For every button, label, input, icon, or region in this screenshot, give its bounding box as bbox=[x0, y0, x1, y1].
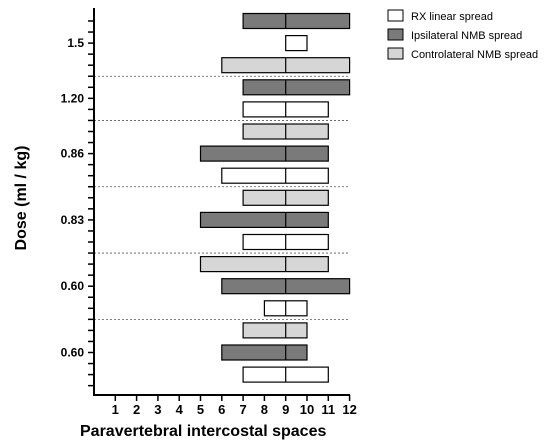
x-tick-label: 7 bbox=[239, 402, 246, 417]
legend: RX linear spread Ipsilateral NMB spread Co… bbox=[387, 9, 538, 61]
x-tick-label: 8 bbox=[261, 402, 268, 417]
y-tick-label: 0.60 bbox=[61, 279, 85, 293]
legend-swatch bbox=[387, 47, 404, 60]
range-bar bbox=[242, 12, 351, 30]
x-axis-title: Paravertebral intercostal spaces bbox=[80, 423, 326, 440]
x-ticks: 1 2 3 4 5 6 7 8 9 10 11 12 bbox=[112, 395, 357, 417]
range-bar bbox=[285, 34, 308, 52]
x-tick-label: 2 bbox=[133, 402, 140, 417]
legend-label: RX linear spread bbox=[411, 11, 493, 23]
x-tick-label: 1 bbox=[112, 402, 119, 417]
x-tick-label: 3 bbox=[154, 402, 161, 417]
legend-swatch bbox=[387, 9, 404, 22]
x-tick-label: 5 bbox=[197, 402, 204, 417]
legend-label: Controlateral NMB spread bbox=[411, 49, 538, 61]
y-tick-label: 0.60 bbox=[61, 346, 85, 360]
legend-swatch bbox=[387, 28, 404, 41]
range-bar bbox=[221, 344, 308, 361]
y-tick-label: 0.83 bbox=[61, 213, 85, 227]
group-separators bbox=[94, 75, 350, 320]
y-tick-label: 1.5 bbox=[67, 36, 84, 50]
x-tick-label: 10 bbox=[300, 402, 314, 417]
legend-label: Ipsilateral NMB spread bbox=[411, 30, 522, 42]
y-ticks: 1.5 1.20 0.86 0.83 0.60 0.60 bbox=[61, 20, 94, 387]
range-bar bbox=[199, 256, 329, 273]
range-bar bbox=[199, 145, 329, 162]
range-bars bbox=[199, 12, 351, 383]
x-tick-label: 11 bbox=[321, 402, 335, 417]
x-tick-label: 9 bbox=[282, 402, 289, 417]
x-tick-label: 12 bbox=[342, 402, 356, 417]
y-axis-title: Dose (ml / kg) bbox=[13, 146, 30, 251]
range-bar bbox=[242, 79, 351, 96]
y-tick-label: 1.20 bbox=[61, 91, 85, 105]
y-tick-label: 0.86 bbox=[61, 147, 85, 161]
range-bar bbox=[199, 211, 329, 228]
range-bar bbox=[242, 322, 308, 339]
x-tick-label: 6 bbox=[218, 402, 225, 417]
range-bar bbox=[221, 167, 329, 184]
x-tick-label: 4 bbox=[176, 402, 184, 417]
